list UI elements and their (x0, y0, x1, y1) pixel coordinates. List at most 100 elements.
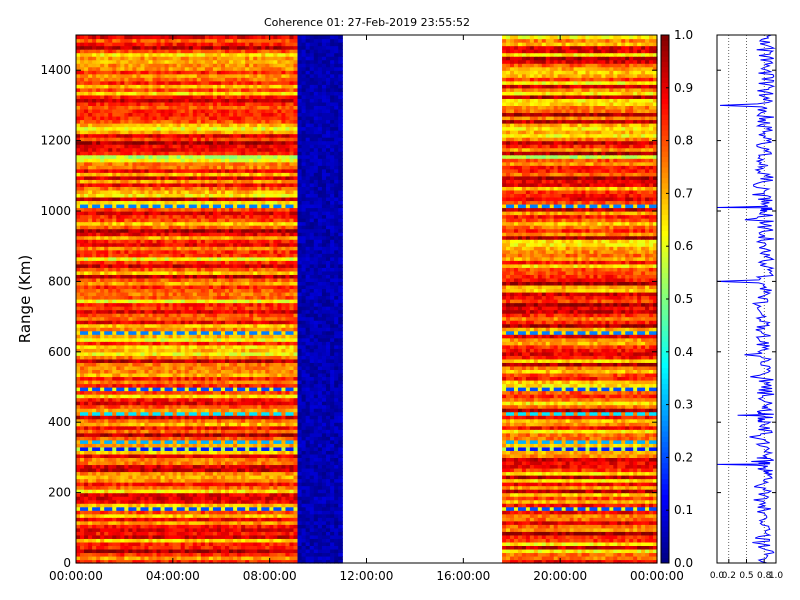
heatmap-cell (192, 249, 198, 254)
heatmap-cell (188, 503, 194, 508)
heatmap-cell (285, 358, 291, 363)
heatmap-cell (188, 478, 194, 483)
heatmap-cell (253, 492, 258, 497)
heatmap-cell (92, 485, 97, 490)
heatmap-cell (200, 313, 206, 318)
heatmap-cell (229, 341, 234, 346)
heatmap-cell (84, 408, 89, 413)
heatmap-cell (104, 246, 109, 251)
heatmap-cell (196, 281, 202, 286)
heatmap-cell (180, 499, 186, 504)
heatmap-cell (148, 439, 154, 444)
heatmap-cell (120, 464, 125, 469)
heatmap-cell (160, 401, 166, 406)
heatmap-cell (277, 425, 282, 430)
heatmap-cell (289, 387, 295, 392)
heatmap-cell (253, 499, 258, 504)
heatmap-cell (277, 387, 282, 392)
heatmap-cell (164, 401, 170, 406)
heatmap-cell (176, 284, 182, 290)
heatmap-cell (156, 436, 162, 441)
heatmap-cell (200, 510, 206, 515)
heatmap-cell (88, 316, 93, 321)
heatmap-cell (168, 295, 174, 300)
heatmap-cell (96, 246, 101, 251)
heatmap-cell (196, 348, 202, 353)
heatmap-cell (200, 517, 206, 522)
heatmap-cell (96, 390, 101, 395)
heatmap-cell (261, 355, 266, 360)
heatmap-cell (160, 460, 166, 466)
heatmap-cell (249, 478, 254, 483)
heatmap-cell (76, 443, 81, 448)
heatmap-cell (156, 369, 162, 374)
heatmap-cell (184, 457, 190, 462)
heatmap-cell (88, 341, 93, 346)
heatmap-cell (148, 415, 154, 420)
heatmap-cell (136, 418, 142, 423)
heatmap-cell (168, 478, 174, 483)
heatmap-cell (289, 281, 295, 286)
heatmap-cell (200, 404, 206, 409)
heatmap-cell (261, 545, 266, 550)
heatmap-cell (76, 415, 81, 420)
heatmap-cell (216, 383, 222, 388)
heatmap-cell (253, 467, 258, 473)
heatmap-cell (120, 548, 125, 554)
heatmap-cell (152, 348, 158, 353)
heatmap-cell (237, 383, 242, 388)
heatmap-cell (220, 291, 226, 297)
heatmap-cell (176, 432, 182, 437)
heatmap-cell (200, 411, 206, 416)
heatmap-cell (168, 284, 174, 290)
heatmap-plot (76, 35, 658, 564)
heatmap-cell (100, 263, 105, 268)
heatmap-cell (220, 418, 226, 423)
heatmap-cell (208, 390, 214, 395)
heatmap-cell (225, 281, 230, 286)
heatmap-cell (208, 425, 214, 430)
heatmap-cell (200, 376, 206, 381)
heatmap-cell (188, 291, 194, 297)
heatmap-cell (249, 344, 254, 349)
heatmap-cell (112, 446, 117, 451)
heatmap-cell (160, 534, 166, 539)
heatmap-cell (269, 369, 274, 374)
heatmap-cell (269, 316, 274, 321)
heatmap-cell (281, 383, 287, 388)
heatmap-cell (76, 263, 81, 268)
heatmap-cell (104, 489, 109, 494)
heatmap-cell (144, 541, 150, 546)
heatmap-cell (253, 270, 258, 275)
heatmap-cell (88, 471, 93, 476)
heatmap-cell (84, 492, 89, 497)
heatmap-cell (164, 482, 170, 487)
heatmap-cell (229, 506, 234, 511)
heatmap-cell (76, 541, 81, 546)
heatmap-cell (88, 425, 93, 430)
heatmap-cell (273, 355, 278, 360)
heatmap-cell (132, 499, 138, 504)
heatmap-cell (277, 460, 282, 466)
heatmap-cell (140, 394, 146, 399)
heatmap-cell (144, 313, 150, 318)
heatmap-cell (172, 541, 178, 546)
heatmap-cell (281, 334, 287, 339)
heatmap-cell (293, 253, 299, 258)
heatmap-cell (245, 520, 250, 525)
heatmap-cell (249, 538, 254, 543)
heatmap-cell (237, 404, 242, 409)
heatmap-cell (196, 443, 202, 448)
heatmap-cell (152, 355, 158, 360)
heatmap-cell (152, 555, 158, 561)
heatmap-cell (148, 408, 154, 413)
heatmap-cell (237, 348, 242, 353)
heatmap-cell (136, 499, 142, 504)
heatmap-cell (80, 344, 85, 349)
heatmap-cell (184, 330, 190, 335)
heatmap-cell (176, 372, 182, 378)
heatmap-cell (220, 344, 226, 349)
heatmap-cell (208, 471, 214, 476)
heatmap-cell (144, 499, 150, 504)
